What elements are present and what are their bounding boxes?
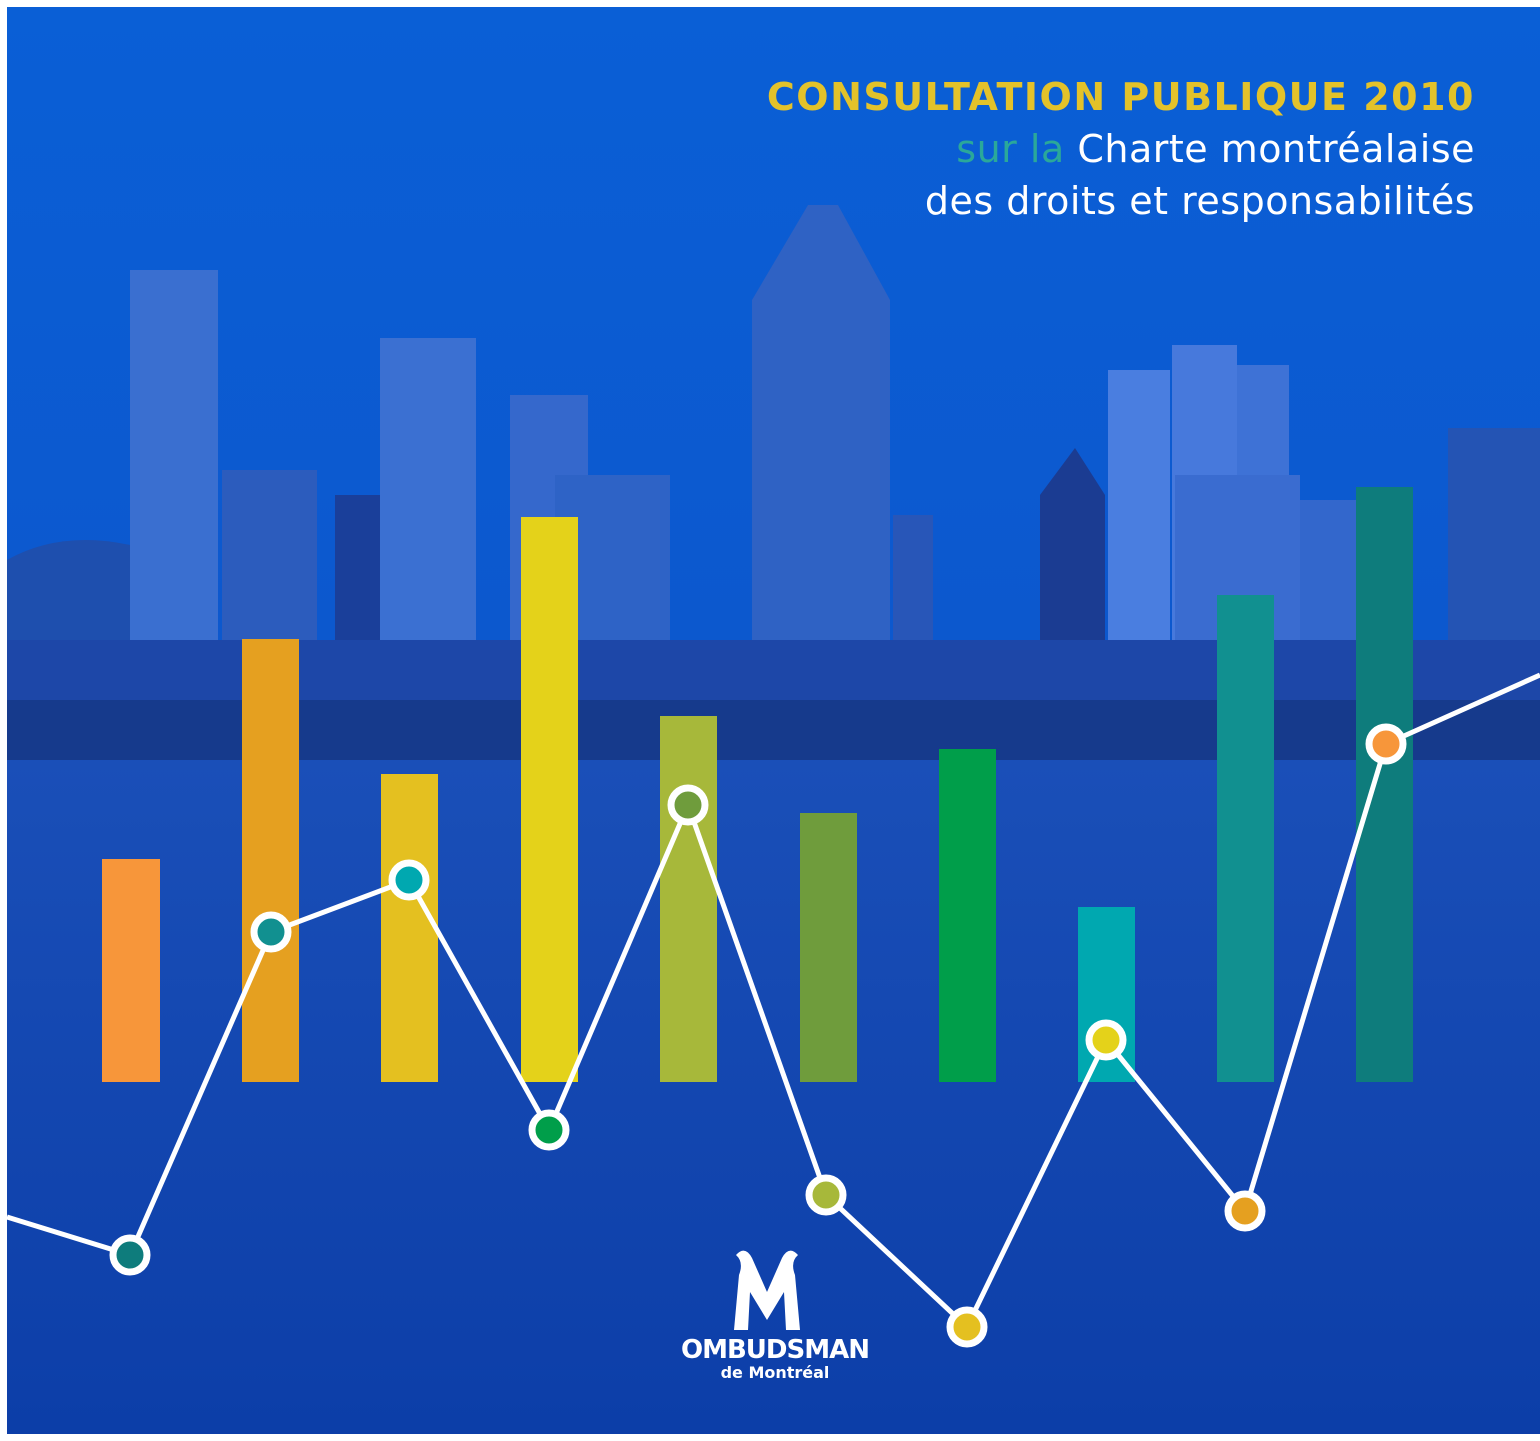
dot: [950, 1310, 984, 1344]
subtitle-line: des droits et responsabilités: [925, 179, 1475, 223]
bar: [1217, 595, 1274, 1082]
dot: [254, 915, 288, 949]
bar: [381, 774, 438, 1082]
page: Consultation publique 2010 {"header": {"…: [0, 0, 1540, 1441]
bar: [521, 517, 578, 1082]
water: [7, 760, 1540, 1434]
dot: [113, 1238, 147, 1272]
bar: [102, 859, 160, 1082]
dot: [532, 1113, 566, 1147]
cover: CONSULTATION PUBLIQUE 2010 sur la Charte…: [0, 0, 1540, 1441]
logo-name: OMBUDSMAN: [681, 1335, 869, 1365]
subtitle-text: Charte montréalaise: [1077, 127, 1475, 171]
body: CONSULTATION PUBLIQUE 2010 sur la Charte…: [0, 0, 1540, 1441]
bar: [242, 639, 299, 1082]
dot: [1089, 1023, 1123, 1057]
bar: [660, 716, 717, 1082]
dot: [671, 788, 705, 822]
dot: [392, 863, 426, 897]
dot: [809, 1178, 843, 1212]
bar: [939, 749, 996, 1082]
subtitle-prefix: sur la: [956, 127, 1064, 171]
subtitle-line: sur la Charte montréalaise: [956, 127, 1475, 171]
bar: [800, 813, 857, 1082]
title: CONSULTATION PUBLIQUE 2010: [767, 75, 1475, 119]
logo-place: de Montréal: [721, 1363, 830, 1382]
dot: [1228, 1194, 1262, 1228]
dot: [1369, 727, 1403, 761]
bar: [1356, 487, 1413, 1082]
